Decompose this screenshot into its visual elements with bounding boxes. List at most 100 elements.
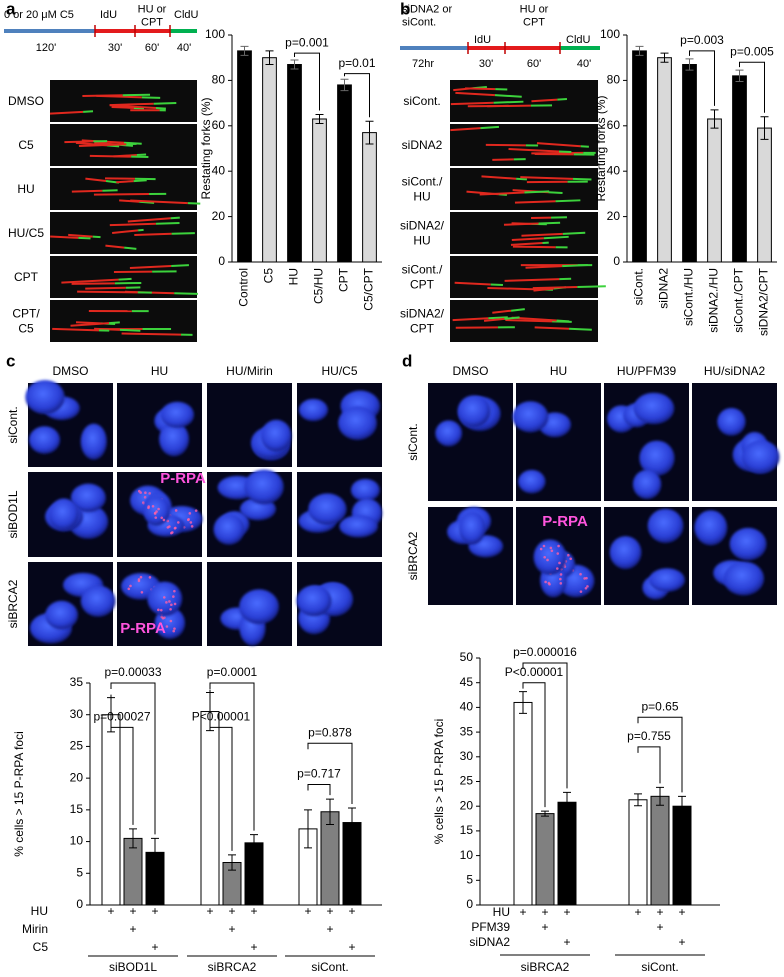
foci [162,596,166,599]
fiber-red [49,110,84,115]
foci [563,565,567,568]
fiber-red [127,217,171,223]
fiber-green [568,327,592,331]
y-tick-label: 35 [460,724,474,738]
fiber-green [171,232,195,235]
fiber-green [504,316,520,320]
error-bar [340,78,349,92]
p-value: p=0.00033 [104,665,161,679]
fiber-red [452,317,489,322]
nucleus [80,423,107,460]
timeline-label: CPT [141,16,163,28]
fiber-green [141,96,161,99]
nucleus [244,469,284,505]
group-label: siBOD1L [109,960,157,974]
treatment-label: siDNA2 [469,935,510,949]
fiber-red [525,265,563,269]
bar [101,714,121,906]
foci [148,492,152,495]
timeline-label: CldU [174,9,199,21]
treatment-sign: + [228,922,235,936]
foci [143,496,147,499]
p-value: p=0.003 [680,33,724,47]
error-bar [678,795,686,817]
foci [172,629,176,633]
fiber-image [50,80,197,122]
nucleus [25,380,65,415]
fiber-red [121,332,182,336]
p-value: p=0.00027 [93,710,150,724]
fiber-red [109,104,157,110]
nucleus [639,440,675,476]
foci [550,549,554,553]
fiber-green [480,125,500,130]
fiber-green [83,110,94,113]
timeline-label: siCont. [402,16,436,28]
timeline-label: siDNA2 or [402,3,452,15]
foci [559,573,563,576]
error-bar [228,854,236,871]
bar [535,813,555,906]
fiber-image [450,168,598,210]
row-label: siBRCA2 [6,579,20,628]
group-label: siBRCA2 [521,960,570,974]
fiber-green [78,236,91,240]
y-tick-label: 0 [613,254,620,268]
panel-letter: a [6,0,16,18]
foci [558,561,561,565]
fiber-green [170,216,180,220]
foci [169,619,173,623]
x-tick-label: Control [237,268,251,307]
p-value: P<0.00001 [505,665,564,679]
fiber-red [504,278,560,282]
treatment-label: PFM39 [471,920,510,934]
treatment-sign: + [206,904,213,918]
fiber-red [455,91,495,97]
foci [137,578,141,581]
fiber-green [122,93,151,97]
foci [170,603,173,607]
foci [127,587,131,591]
fiber-image [450,256,598,298]
treatment-sign: + [107,904,114,918]
bar [682,64,697,263]
foci [137,489,141,493]
row-label: C5 [18,322,34,336]
error-bar [250,834,258,852]
error-bar [656,786,664,806]
treatment-label: HU [31,904,48,918]
bar [362,132,377,263]
fiber-red [71,282,115,285]
fiber-green [516,177,527,181]
treatment-sign: + [519,905,526,919]
fiber-red [487,104,531,108]
y-tick-label: 40 [460,700,474,714]
fiber-green [493,100,524,104]
foci [142,501,146,505]
y-tick-label: 50 [460,650,474,664]
treatment-sign: + [541,905,548,919]
fiber-green [174,292,198,295]
fiber-red [71,189,103,193]
x-tick-label: HU [287,268,301,285]
treatment-sign: + [304,904,311,918]
x-tick-label: siCont. [632,268,646,305]
significance-bracket [522,682,546,808]
bar [557,801,577,906]
significance-bracket [522,662,568,789]
row-label: C5 [18,138,34,152]
foci [148,576,152,579]
nucleus [717,407,746,436]
significance-bracket [637,746,661,784]
nucleus [694,510,728,546]
bar [650,795,670,906]
fiber-green [171,264,189,267]
timeline-label: IdU [100,9,117,21]
significance-bracket [637,716,683,793]
nucleus [147,581,183,616]
y-axis-label: Restating forks (%) [199,97,213,199]
foci [188,512,192,515]
p-value: p=0.001 [285,35,329,49]
column-label: DMSO [53,364,89,378]
